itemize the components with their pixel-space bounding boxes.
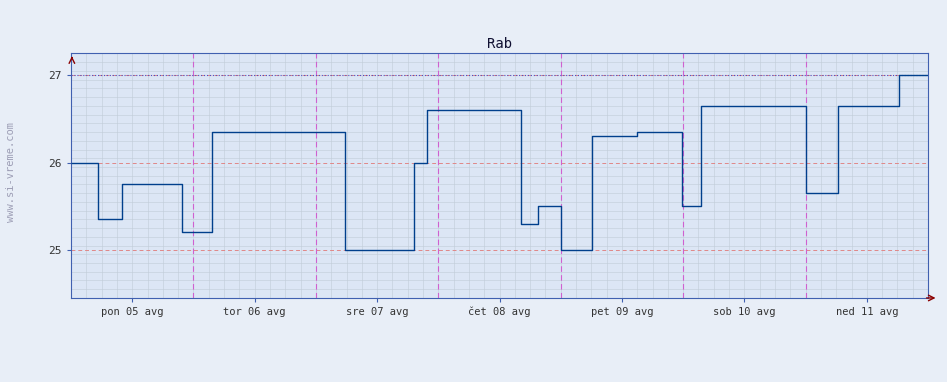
Text: www.si-vreme.com: www.si-vreme.com	[7, 122, 16, 222]
Title: Rab: Rab	[487, 37, 512, 51]
